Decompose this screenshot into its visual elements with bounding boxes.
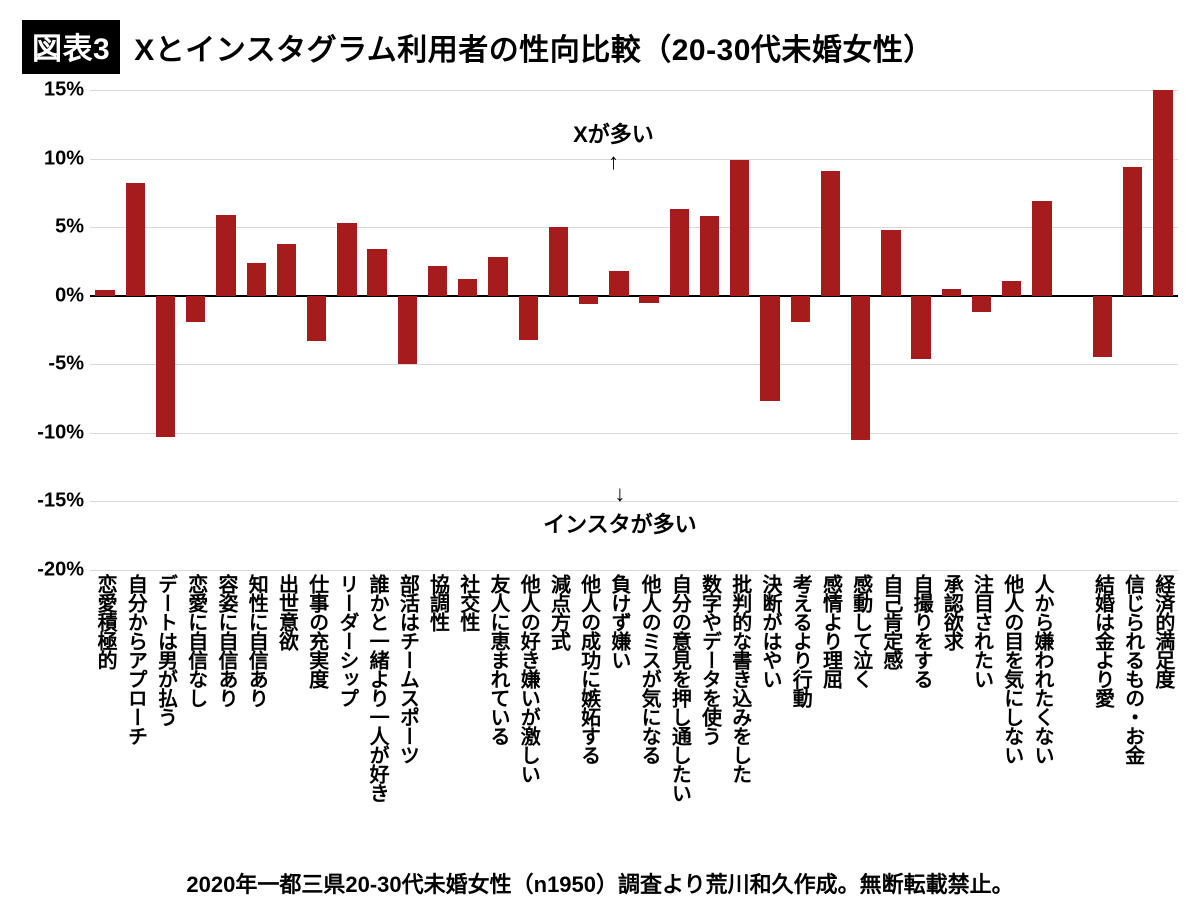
bar [911,296,930,359]
x-tick-label: 数字やデータを使う [700,574,720,745]
chart-area: 15%10%5%0%-5%-10%-15%-20% Xが多い ↑ ↓ インスタが… [22,90,1178,620]
bar [367,249,386,296]
bar [760,296,779,402]
annotation-top-text: Xが多い [573,117,654,149]
x-tick-label: 恋愛積極的 [95,574,115,669]
y-tick-label: 15% [22,79,84,102]
bar [488,257,507,295]
x-tick-label: 承認欲求 [941,574,961,650]
x-tick-label: 感動して泣く [851,574,871,688]
bar [1093,296,1112,358]
x-tick-label: 他人の成功に嫉妬する [579,574,599,764]
x-tick-label: 部活はチームスポーツ [397,574,417,764]
x-tick-label: 経済的満足度 [1153,574,1173,688]
x-tick-label: 負けず嫌い [609,574,629,669]
arrow-down-icon: ↓ [543,481,697,507]
title-badge: 図表3 [22,20,120,74]
bar [519,296,538,340]
x-tick-label: 人から嫌われたくない [1032,574,1052,764]
bar [670,209,689,295]
x-tick-label: 信じられるもの・お金 [1123,574,1143,764]
y-tick-label: -5% [22,353,84,376]
x-tick-label: 考えるより行動 [790,574,810,707]
bar [216,215,235,296]
page: 図表3 Xとインスタグラム利用者の性向比較（20-30代未婚女性） 15% 10%… [0,0,1200,913]
x-tick-label: 注目されたい [972,574,992,688]
x-tick-label: 自己肯定感 [881,574,901,669]
y-tick-label: -10% [22,421,84,444]
title-row: 図表3 Xとインスタグラム利用者の性向比較（20-30代未婚女性） [22,20,1178,74]
y-tick-label: 5% [22,216,84,239]
bar [428,266,447,296]
annotation-bottom-text: インスタが多い [543,507,697,539]
bar [95,290,114,295]
bar [821,171,840,296]
bar [579,296,598,304]
bar [247,263,266,296]
y-tick-label: -20% [22,559,84,582]
x-tick-label: 他人のミスが気になる [639,574,659,764]
bar [1032,201,1051,296]
bar [1153,90,1172,296]
bar [307,296,326,341]
bar [881,230,900,296]
x-tick-label: 知性に自信あり [246,574,266,707]
bar [156,296,175,437]
x-tick-label: 感情より理屈 [820,574,840,688]
x-tick-label: 結婚は金より愛 [1092,574,1112,707]
arrow-up-icon: ↑ [573,149,654,175]
bar [337,223,356,296]
x-tick-label: 容姿に自信あり [216,574,236,707]
bar [609,271,628,296]
bar [1002,281,1021,296]
x-tick-label: 自撮りをする [911,574,931,688]
y-tick-label: 0% [22,284,84,307]
x-tick-label: 社交性 [458,574,478,631]
annotation-top: Xが多い ↑ [573,117,654,175]
x-tick-label: 批判的な書き込みをした [730,574,750,783]
bar [851,296,870,440]
x-tick-label: 減点方式 [548,574,568,650]
x-tick-label: 他人の目を気にしない [1002,574,1022,764]
bar [730,160,749,296]
annotation-bottom: ↓ インスタが多い [543,481,697,539]
bar [1123,167,1142,296]
bar [639,296,658,303]
gridline [90,570,1178,571]
bar [791,296,810,322]
x-tick-label: 恋愛に自信なし [186,574,206,707]
x-tick-label: 出世意欲 [276,574,296,650]
bar [972,296,991,312]
x-tick-label: 自分の意見を押し通したい [669,574,689,802]
y-tick-label: 10% [22,147,84,170]
bar [126,183,145,295]
chart-title: Xとインスタグラム利用者の性向比較（20-30代未婚女性） [134,25,934,69]
x-tick-label: 協調性 [428,574,448,631]
x-tick-label: 誰かと一緒より一人が好き [367,574,387,802]
bar [398,296,417,365]
bar [549,227,568,296]
bar [942,289,961,296]
y-tick-label: -15% [22,490,84,513]
x-axis-labels: 恋愛積極的自分からアプローチデートは男が払う恋愛に自信なし容姿に自信あり知性に自… [90,574,1178,894]
bar [700,216,719,296]
x-tick-label: 友人に恵まれている [488,574,508,745]
bar [458,279,477,295]
x-tick-label: 仕事の充実度 [307,574,327,688]
footer-note: 2020年一都三県20-30代未婚女性（n1950）調査より荒川和久作成。無断転… [0,867,1200,899]
bar [186,296,205,322]
x-tick-label: デートは男が払う [156,574,176,726]
x-tick-label: 決断がはやい [760,574,780,688]
bar [277,244,296,296]
x-tick-label: リーダーシップ [337,574,357,707]
x-tick-label: 他人の好き嫌いが激しい [518,574,538,783]
x-tick-label: 自分からアプローチ [125,574,145,745]
